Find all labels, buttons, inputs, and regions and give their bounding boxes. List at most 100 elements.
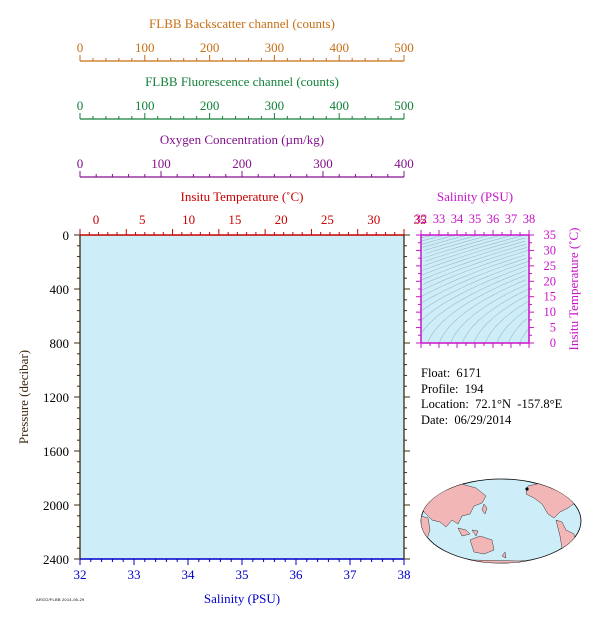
ts-plot-area xyxy=(421,235,529,343)
temperature-tick-label: 35 xyxy=(414,212,427,227)
profile-date: Date: 06/29/2014 xyxy=(421,412,512,427)
density-contour-line xyxy=(421,260,530,311)
fluorescence-axis-title: FLBB Fluorescence channel (counts) xyxy=(145,74,339,89)
density-contour-line xyxy=(496,308,528,344)
world-map xyxy=(420,478,582,564)
density-contour-line xyxy=(421,240,526,276)
inset-temperature-tick-label: 30 xyxy=(544,243,557,257)
density-contour-line xyxy=(425,234,491,254)
density-contour-line xyxy=(422,234,468,248)
backscatter-tick-label: 0 xyxy=(77,40,84,55)
inset-temperature-tick-label: 0 xyxy=(550,336,556,350)
backscatter-tick-label: 500 xyxy=(394,40,414,55)
inset-temperature-tick-label: 20 xyxy=(544,274,557,288)
pressure-tick-label: 2000 xyxy=(43,498,69,513)
density-contour-line xyxy=(420,254,525,297)
density-contour-line xyxy=(421,234,456,245)
backscatter-axis-title: FLBB Backscatter channel (counts) xyxy=(149,16,335,31)
fluorescence-tick-label: 0 xyxy=(77,98,84,113)
density-contour-line xyxy=(421,234,445,242)
pressure-axis-title: Pressure (decibar) xyxy=(16,350,31,444)
density-contour-line xyxy=(422,234,502,259)
density-contour-line xyxy=(421,250,529,291)
density-contour-line xyxy=(462,288,529,344)
density-contour-line xyxy=(427,274,526,344)
fluorescence-tick-label: 400 xyxy=(329,98,349,113)
float-location: Location: 72.1°N -157.8°E xyxy=(421,397,563,411)
density-contour-line xyxy=(438,279,527,344)
inset-temperature-tick-label: 10 xyxy=(544,305,557,319)
oxygen-tick-label: 0 xyxy=(77,156,84,171)
density-contours xyxy=(420,234,530,344)
temperature-tick-label: 0 xyxy=(93,212,100,227)
footer-tag: ARGO/FLBB 2014-06-29 xyxy=(36,597,85,602)
oxygen-axis-title: Oxygen Concentration (µm/kg) xyxy=(160,132,324,147)
salinity-tick-label: 35 xyxy=(236,567,249,582)
inset-salinity-tick-label: 36 xyxy=(487,212,500,226)
backscatter-tick-label: 400 xyxy=(329,40,349,55)
pressure-tick-label: 400 xyxy=(50,282,70,297)
oxygen-tick-label: 400 xyxy=(394,156,414,171)
pressure-tick-label: 0 xyxy=(63,228,70,243)
temperature-tick-label: 15 xyxy=(228,212,241,227)
temperature-axis-title: Insitu Temperature (˚C) xyxy=(180,189,303,204)
profile-plot-area xyxy=(80,235,404,559)
pressure-tick-label: 1600 xyxy=(43,444,69,459)
density-contour-line xyxy=(508,318,528,344)
inset-temperature-tick-label: 25 xyxy=(544,259,557,273)
density-contour-line xyxy=(423,234,525,267)
float-info: Float: 6171 Profile: 194 Location: 72.1°… xyxy=(421,366,562,428)
salinity-tick-label: 34 xyxy=(182,567,196,582)
density-contour-line xyxy=(421,265,528,321)
oxygen-tick-label: 100 xyxy=(151,156,171,171)
salinity-tick-label: 32 xyxy=(74,567,87,582)
density-contour-line xyxy=(473,294,528,344)
oxygen-tick-label: 300 xyxy=(313,156,333,171)
temperature-tick-label: 20 xyxy=(275,212,288,227)
fluorescence-tick-label: 500 xyxy=(394,98,414,113)
density-contour-line xyxy=(421,244,526,280)
fluorescence-tick-label: 300 xyxy=(265,98,285,113)
density-contour-line xyxy=(422,247,527,285)
inset-salinity-tick-label: 33 xyxy=(433,212,446,226)
inset-salinity-tick-label: 32 xyxy=(415,212,428,226)
inset-temperature-axis-title: Insitu Temperature (˚C) xyxy=(566,227,581,350)
inset-salinity-axis-title: Salinity (PSU) xyxy=(437,189,513,204)
fluorescence-tick-label: 100 xyxy=(135,98,155,113)
pressure-tick-label: 800 xyxy=(50,336,70,351)
float-id: Float: 6171 xyxy=(421,366,482,380)
inset-temperature-tick-label: 5 xyxy=(550,321,556,335)
temperature-tick-label: 25 xyxy=(321,212,334,227)
density-contour-line xyxy=(424,234,479,251)
inset-temperature-tick-label: 35 xyxy=(544,228,557,242)
density-contour-line xyxy=(485,301,529,344)
density-contour-line xyxy=(450,284,527,344)
backscatter-tick-label: 200 xyxy=(200,40,220,55)
temperature-tick-label: 10 xyxy=(182,212,195,227)
salinity-tick-label: 37 xyxy=(344,567,358,582)
salinity-tick-label: 33 xyxy=(128,567,141,582)
fluorescence-tick-label: 200 xyxy=(200,98,220,113)
temperature-tick-label: 5 xyxy=(139,212,146,227)
density-contour-line xyxy=(422,237,525,271)
salinity-axis-title: Salinity (PSU) xyxy=(204,591,280,606)
inset-salinity-tick-label: 35 xyxy=(469,212,482,226)
inset-salinity-tick-label: 37 xyxy=(505,212,518,226)
inset-temperature-tick-label: 15 xyxy=(544,290,557,304)
inset-salinity-tick-label: 38 xyxy=(523,212,536,226)
oxygen-tick-label: 200 xyxy=(232,156,252,171)
density-contour-line xyxy=(519,328,529,344)
backscatter-tick-label: 100 xyxy=(135,40,155,55)
inset-salinity-tick-label: 34 xyxy=(451,212,464,226)
density-contour-line xyxy=(421,257,527,304)
pressure-tick-label: 1200 xyxy=(43,390,69,405)
salinity-tick-label: 36 xyxy=(290,567,304,582)
density-contour-line xyxy=(425,234,514,262)
profile-number: Profile: 194 xyxy=(421,381,484,396)
temperature-tick-label: 30 xyxy=(367,212,380,227)
backscatter-tick-label: 300 xyxy=(265,40,285,55)
density-contour-line xyxy=(421,270,527,333)
pressure-tick-label: 2400 xyxy=(43,552,69,567)
